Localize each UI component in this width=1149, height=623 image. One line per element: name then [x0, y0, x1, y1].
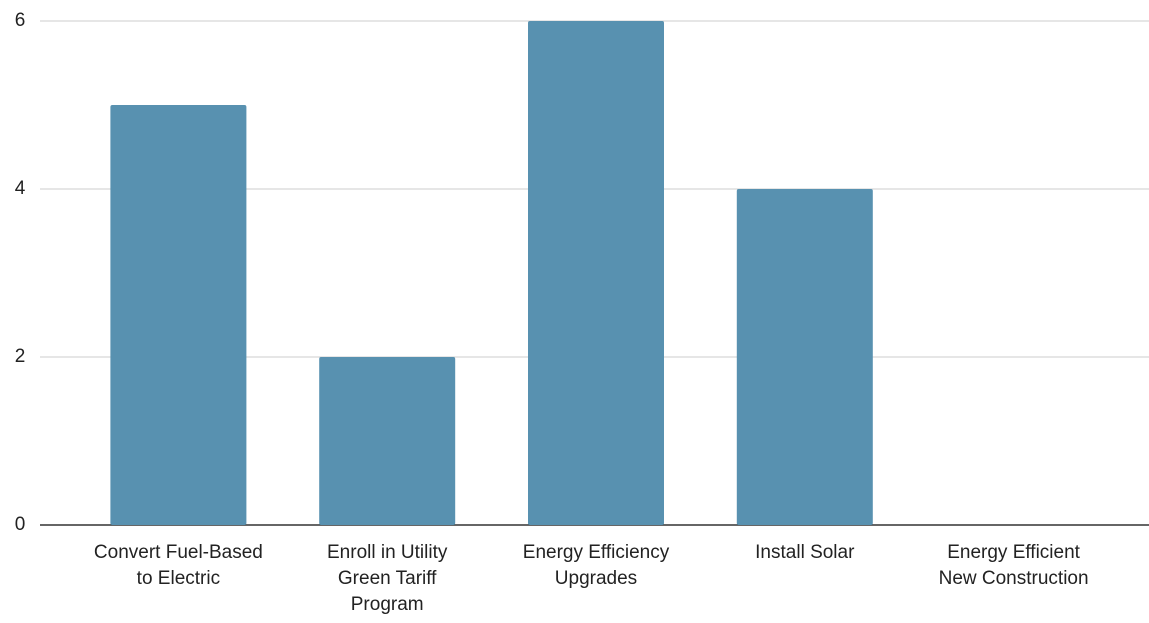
y-tick-label: 0 — [15, 514, 26, 535]
x-tick-label: Convert Fuel-Based to Electric — [93, 542, 263, 589]
y-tick-label: 2 — [15, 346, 26, 367]
bar — [528, 21, 664, 525]
bar — [736, 189, 873, 525]
x-tick-label: Enroll in Utility Green Tariff Program — [327, 542, 448, 615]
bar — [319, 357, 456, 525]
y-tick-label: 4 — [15, 178, 26, 199]
x-tick-label: Install Solar — [755, 542, 855, 563]
x-tick-label: Energy Efficiency Upgrades — [522, 542, 670, 589]
y-tick-label: 6 — [15, 10, 26, 31]
bar — [110, 105, 247, 525]
x-tick-label: Energy Efficient New Construction — [938, 542, 1089, 589]
